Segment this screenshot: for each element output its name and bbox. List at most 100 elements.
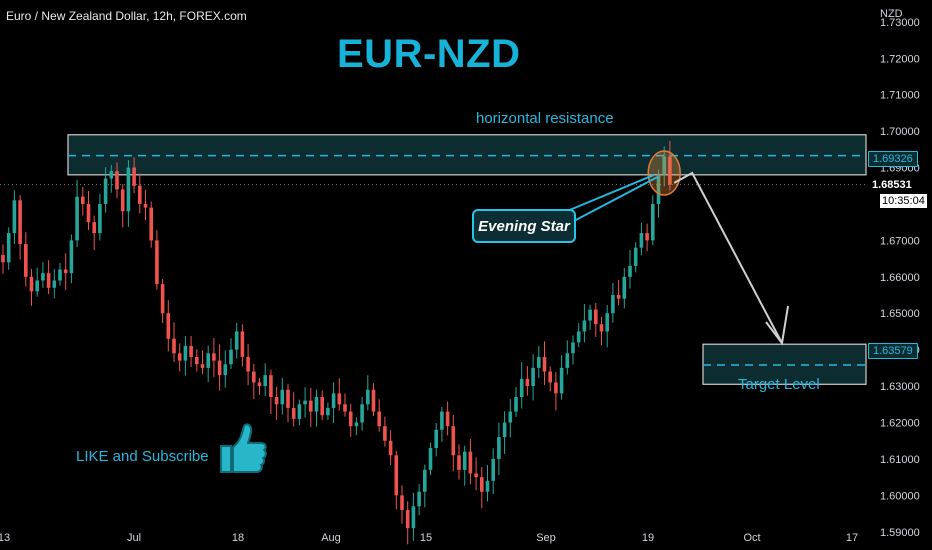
candle[interactable] [594,302,598,337]
candle[interactable] [662,146,666,187]
candle[interactable] [29,268,34,306]
candle[interactable] [1,244,5,274]
candle[interactable] [337,378,342,411]
candle[interactable] [12,190,17,244]
candle[interactable] [195,349,199,372]
candle[interactable] [360,396,364,431]
candle[interactable] [525,366,530,396]
candle[interactable] [394,450,399,510]
candle[interactable] [160,279,165,323]
candle[interactable] [309,387,313,428]
candle[interactable] [109,164,114,193]
candle[interactable] [462,445,467,486]
like-subscribe-text[interactable]: LIKE and Subscribe [76,448,209,465]
candle[interactable] [132,157,136,194]
candle[interactable] [611,283,615,323]
candle[interactable] [645,223,649,252]
candle[interactable] [98,193,102,241]
candle[interactable] [559,355,564,400]
candle[interactable] [411,492,416,541]
candle[interactable] [331,382,336,423]
candle[interactable] [571,335,575,365]
candle[interactable] [314,389,319,427]
candle[interactable] [622,268,627,309]
candle[interactable] [115,162,119,199]
candle[interactable] [388,430,393,465]
candle[interactable] [240,324,245,367]
candle[interactable] [445,401,450,436]
candle[interactable] [348,403,353,437]
candle[interactable] [103,167,108,213]
candle[interactable] [138,173,142,214]
candle[interactable] [143,189,148,221]
candle[interactable] [92,215,96,251]
candle[interactable] [297,399,302,426]
candle[interactable] [149,201,153,248]
candle[interactable] [633,242,638,273]
candle[interactable] [172,322,176,362]
candle[interactable] [548,366,552,392]
candle[interactable] [41,262,45,288]
candle[interactable] [303,387,307,418]
candle[interactable] [497,422,501,475]
candle[interactable] [343,393,347,417]
candle[interactable] [75,180,79,248]
candle[interactable] [405,501,410,545]
candle[interactable] [200,350,205,374]
candle[interactable] [291,392,296,427]
candle[interactable] [599,316,604,346]
candle[interactable] [377,399,381,432]
candle[interactable] [63,253,68,290]
candle[interactable] [86,191,91,231]
candle[interactable] [286,383,290,423]
candle[interactable] [519,362,524,409]
candle[interactable] [468,438,473,485]
candle[interactable] [212,337,216,378]
candle[interactable] [126,160,131,227]
candle[interactable] [628,250,632,289]
candle[interactable] [474,457,478,491]
candle[interactable] [252,363,256,400]
candle[interactable] [514,387,518,417]
candle[interactable] [120,184,125,228]
candle[interactable] [81,186,85,216]
candle[interactable] [24,232,28,287]
candle[interactable] [183,336,188,376]
candle[interactable] [582,303,587,343]
candle[interactable] [52,268,57,299]
candle[interactable] [354,417,359,436]
candle[interactable] [326,402,330,420]
candle[interactable] [537,346,541,378]
candle[interactable] [166,300,171,352]
candle[interactable] [542,341,547,386]
candle[interactable] [605,304,609,348]
candle[interactable] [217,344,222,391]
candle[interactable] [269,369,273,415]
candle[interactable] [554,372,558,411]
candle[interactable] [223,350,228,388]
candle[interactable] [440,406,444,442]
candle[interactable] [371,383,376,416]
candle[interactable] [451,414,456,472]
candle[interactable] [366,375,370,411]
candle[interactable] [320,390,324,421]
candle[interactable] [6,227,11,270]
candle[interactable] [639,222,644,256]
candle[interactable] [428,442,433,476]
candle[interactable] [588,304,592,330]
candle[interactable] [18,194,22,260]
candle[interactable] [177,343,182,372]
candle[interactable] [485,465,490,502]
candle[interactable] [189,335,193,367]
candle[interactable] [480,466,484,509]
candle[interactable] [502,411,507,455]
candle[interactable] [434,423,438,457]
candle[interactable] [491,448,495,495]
candle[interactable] [274,386,279,420]
candle[interactable] [565,340,570,375]
candle[interactable] [668,140,672,191]
candle[interactable] [206,345,210,383]
candle[interactable] [423,464,427,508]
candles-layer[interactable] [1,140,672,545]
candle[interactable] [616,280,621,306]
